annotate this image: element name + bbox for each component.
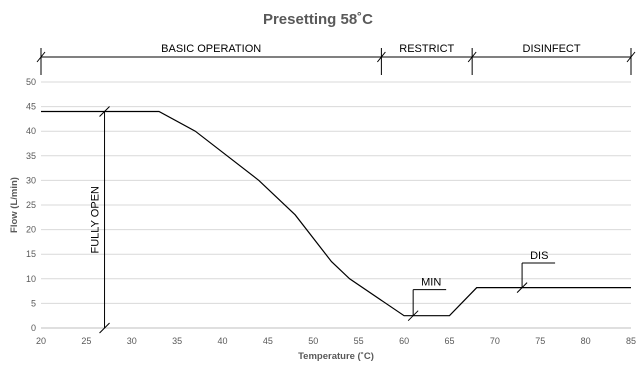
region-divider-slash bbox=[376, 51, 386, 63]
annotation-label: MIN bbox=[421, 277, 441, 289]
y-tick-label: 25 bbox=[26, 200, 36, 210]
x-tick-label: 75 bbox=[535, 336, 545, 346]
y-tick-label: 10 bbox=[26, 274, 36, 284]
x-tick-label: 35 bbox=[172, 336, 182, 346]
x-tick-label: 80 bbox=[581, 336, 591, 346]
region-label: BASIC OPERATION bbox=[161, 43, 261, 55]
y-tick-label: 0 bbox=[31, 323, 36, 333]
series-group bbox=[41, 110, 631, 317]
x-tick-label: 25 bbox=[81, 336, 91, 346]
chart-title: Presetting 58˚C bbox=[263, 11, 373, 28]
y-axis-label: Flow (L/min) bbox=[9, 177, 20, 233]
x-tick-label: 55 bbox=[354, 336, 364, 346]
region-divider-slash bbox=[36, 51, 46, 63]
x-tick-label: 50 bbox=[308, 336, 318, 346]
y-tick-label: 5 bbox=[31, 298, 36, 308]
x-axis-label: Temperature (˚C) bbox=[298, 351, 374, 362]
y-tick-label: 15 bbox=[26, 249, 36, 259]
y-tick-label: 30 bbox=[26, 175, 36, 185]
region-divider-slash bbox=[467, 51, 477, 63]
region-divider-slash bbox=[626, 51, 636, 63]
region-label: DISINFECT bbox=[523, 43, 581, 55]
y-tick-label: 20 bbox=[26, 225, 36, 235]
annotations: FULLY OPEN MIN DIS bbox=[90, 106, 556, 334]
annotation-slash bbox=[99, 106, 110, 117]
x-tick-label: 20 bbox=[36, 336, 46, 346]
x-tick-label: 45 bbox=[263, 336, 273, 346]
x-tick-label: 30 bbox=[127, 336, 137, 346]
region-bar: BASIC OPERATION RESTRICT DISINFECT bbox=[36, 43, 636, 75]
x-tick-label: 85 bbox=[626, 336, 636, 346]
x-tick-label: 70 bbox=[490, 336, 500, 346]
series-line bbox=[41, 110, 631, 317]
region-label: RESTRICT bbox=[399, 43, 454, 55]
annotation-label: FULLY OPEN bbox=[90, 186, 102, 254]
x-tick-label: 65 bbox=[444, 336, 454, 346]
annotation-slash bbox=[516, 282, 528, 294]
annotation-slash bbox=[407, 310, 419, 322]
annotation-slash bbox=[99, 322, 110, 334]
x-axis-ticks: 20 25 30 35 40 45 50 55 60 65 70 75 80 85 bbox=[36, 336, 636, 346]
y-tick-label: 35 bbox=[26, 151, 36, 161]
y-tick-label: 50 bbox=[26, 77, 36, 87]
gridlines bbox=[41, 81, 631, 329]
y-tick-label: 45 bbox=[26, 102, 36, 112]
y-tick-label: 40 bbox=[26, 126, 36, 136]
x-tick-label: 60 bbox=[399, 336, 409, 346]
annotation-label: DIS bbox=[530, 250, 548, 262]
y-axis-ticks: 0 5 10 15 20 25 30 35 40 45 50 bbox=[26, 77, 36, 333]
x-tick-label: 40 bbox=[218, 336, 228, 346]
